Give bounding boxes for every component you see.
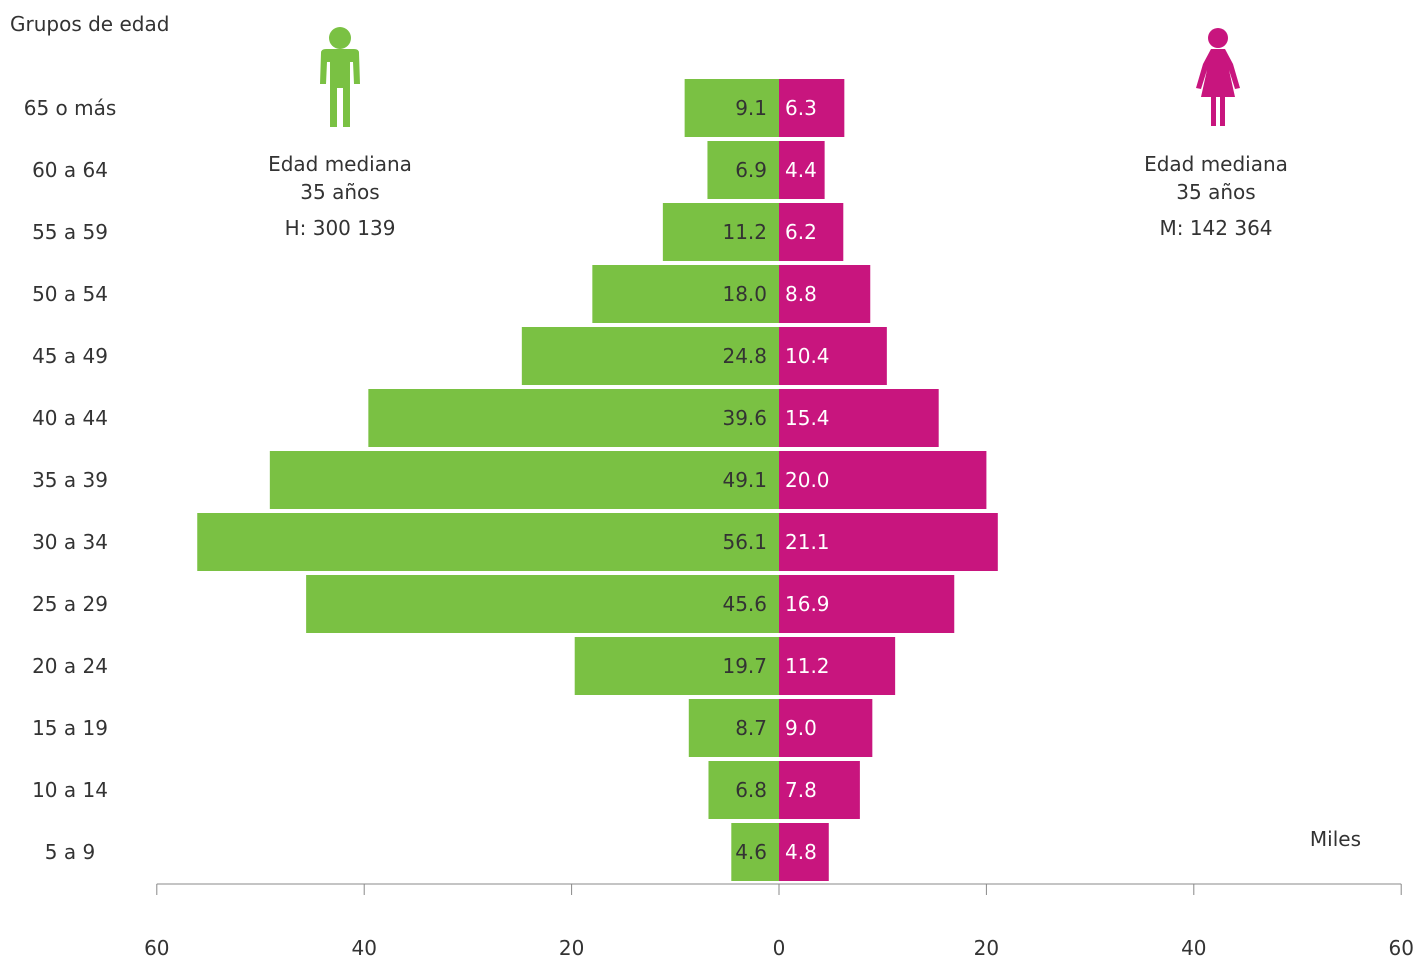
- women-median-label: Edad mediana: [1144, 152, 1288, 176]
- bar-hombres: [684, 79, 779, 137]
- bar-mujeres: [779, 823, 829, 881]
- category-label: 45 a 49: [32, 344, 108, 368]
- y-axis-title: Grupos de edad: [10, 12, 169, 36]
- data-label-mujeres: 11.2: [785, 654, 830, 678]
- category-label: 15 a 19: [32, 716, 108, 740]
- value-labels-layer: 9.1 6.3 6.9 4.4 11.2 6.2 18.0 8.8 24.8 10.4 39.6 15…: [722, 96, 829, 864]
- men-total: H: 300 139: [284, 216, 396, 240]
- bar-mujeres: [779, 389, 939, 447]
- bar-hombres: [662, 203, 779, 261]
- data-label-mujeres: 9.0: [785, 716, 817, 740]
- data-label-hombres: 8.7: [735, 716, 767, 740]
- data-label-mujeres: 7.8: [785, 778, 817, 802]
- bar-hombres: [574, 637, 779, 695]
- data-label-mujeres: 4.8: [785, 840, 817, 864]
- data-label-hombres: 56.1: [722, 530, 767, 554]
- data-label-mujeres: 6.3: [785, 96, 817, 120]
- x-axis: 60 40 20 0 20 40 60: [144, 883, 1413, 960]
- data-label-hombres: 19.7: [722, 654, 767, 678]
- men-median-label: Edad mediana: [268, 152, 412, 176]
- data-label-mujeres: 10.4: [785, 344, 830, 368]
- bar-hombres: [197, 513, 780, 571]
- data-label-mujeres: 15.4: [785, 406, 830, 430]
- bar-mujeres: [779, 79, 845, 137]
- bar-mujeres: [779, 637, 896, 695]
- category-label: 40 a 44: [32, 406, 108, 430]
- data-label-hombres: 9.1: [735, 96, 767, 120]
- men-median-value: 35 años: [300, 180, 380, 204]
- data-label-hombres: 6.9: [735, 158, 767, 182]
- bar-hombres: [521, 327, 779, 385]
- category-label: 55 a 59: [32, 220, 108, 244]
- data-label-hombres: 11.2: [722, 220, 767, 244]
- data-label-hombres: 39.6: [722, 406, 767, 430]
- data-label-mujeres: 6.2: [785, 220, 817, 244]
- category-label: 35 a 39: [32, 468, 108, 492]
- bar-mujeres: [779, 575, 955, 633]
- bar-hombres: [707, 141, 779, 199]
- bar-hombres: [306, 575, 779, 633]
- category-label: 60 a 64: [32, 158, 108, 182]
- data-label-hombres: 6.8: [735, 778, 767, 802]
- category-label: 10 a 14: [32, 778, 108, 802]
- category-label: 30 a 34: [32, 530, 108, 554]
- x-tick-label: 20: [559, 936, 584, 956]
- category-label: 5 a 9: [45, 840, 95, 864]
- category-label: 50 a 54: [32, 282, 108, 306]
- data-label-hombres: 24.8: [722, 344, 767, 368]
- x-tick-label: 20: [974, 936, 999, 956]
- category-label: 20 a 24: [32, 654, 108, 678]
- bar-mujeres: [779, 451, 987, 509]
- data-label-mujeres: 20.0: [785, 468, 830, 492]
- bar-hombres: [269, 451, 779, 509]
- woman-icon: [1196, 28, 1240, 126]
- x-tick-label: 60: [144, 936, 169, 956]
- bar-mujeres: [779, 203, 844, 261]
- bar-mujeres: [779, 265, 871, 323]
- women-median-value: 35 años: [1176, 180, 1256, 204]
- data-label-hombres: 4.6: [735, 840, 767, 864]
- data-label-mujeres: 21.1: [785, 530, 830, 554]
- bar-hombres: [688, 699, 779, 757]
- x-tick-label: 60: [1388, 936, 1413, 956]
- data-label-hombres: 18.0: [722, 282, 767, 306]
- category-label: 65 o más: [24, 96, 117, 120]
- men-info: Edad mediana 35 años H: 300 139: [240, 150, 440, 242]
- x-tick-label: 40: [351, 936, 376, 956]
- bar-mujeres: [779, 327, 887, 385]
- category-label: 25 a 29: [32, 592, 108, 616]
- unit-label: Miles: [1310, 827, 1361, 851]
- data-label-hombres: 49.1: [722, 468, 767, 492]
- women-total: M: 142 364: [1159, 216, 1273, 240]
- data-label-mujeres: 8.8: [785, 282, 817, 306]
- bar-mujeres: [779, 761, 860, 819]
- data-label-mujeres: 16.9: [785, 592, 830, 616]
- bar-hombres: [731, 823, 779, 881]
- women-info: Edad mediana 35 años M: 142 364: [1116, 150, 1316, 242]
- bar-mujeres: [779, 141, 825, 199]
- category-labels: 65 o más 60 a 64 55 a 59 50 a 54 45 a 49 40 a…: [24, 96, 117, 864]
- bar-hombres: [592, 265, 779, 323]
- data-label-mujeres: 4.4: [785, 158, 817, 182]
- data-label-hombres: 45.6: [722, 592, 767, 616]
- bar-hombres: [368, 389, 779, 447]
- bar-mujeres: [779, 513, 998, 571]
- man-icon: [320, 27, 360, 127]
- x-tick-label: 40: [1181, 936, 1206, 956]
- x-tick-label: 0: [773, 936, 786, 956]
- bar-hombres: [708, 761, 779, 819]
- bar-mujeres: [779, 699, 873, 757]
- bars-layer: [197, 79, 998, 881]
